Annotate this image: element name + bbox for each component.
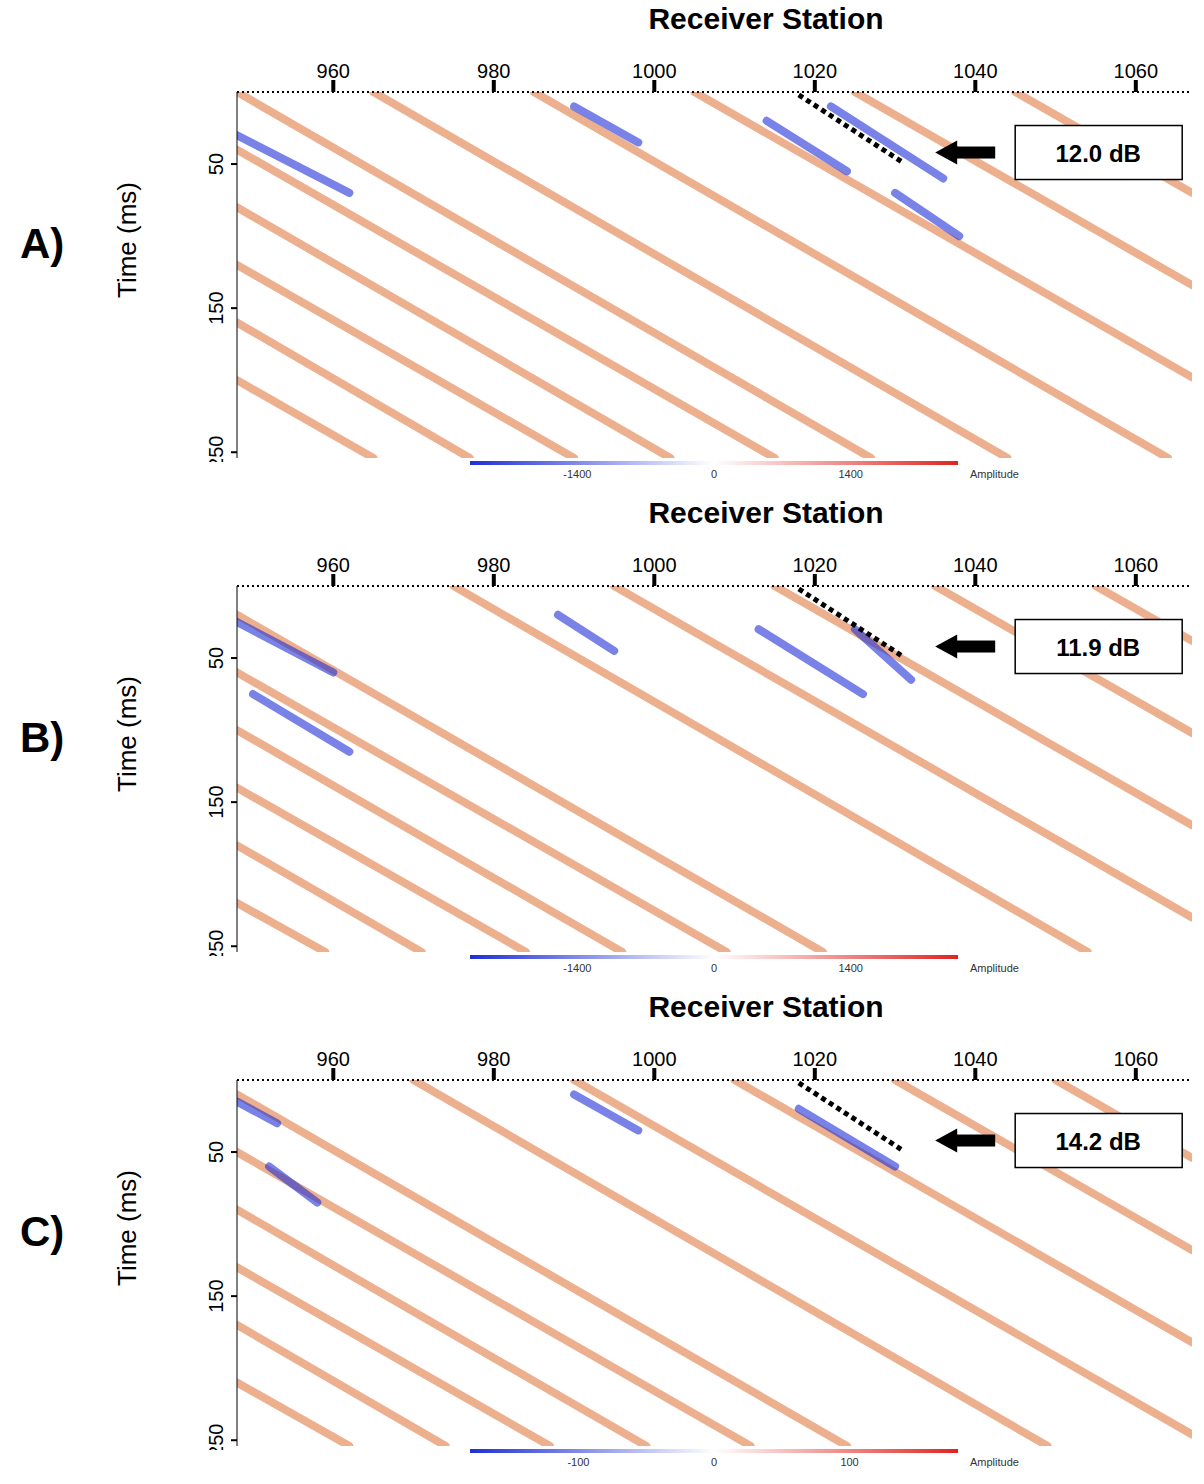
svg-text:A): A) [20,220,64,267]
svg-text:0: 0 [711,962,717,974]
svg-text:B): B) [20,714,64,761]
svg-text:1020: 1020 [793,60,838,82]
svg-text:150: 150 [205,291,227,324]
svg-text:250: 250 [205,436,227,462]
svg-text:960: 960 [317,1048,350,1070]
svg-text:1400: 1400 [838,468,862,480]
svg-text:Amplitude: Amplitude [970,962,1019,974]
svg-text:1040: 1040 [953,60,998,82]
svg-text:0: 0 [711,1456,717,1468]
svg-text:-100: -100 [567,1456,589,1468]
svg-text:0: 0 [711,468,717,480]
svg-text:Time (ms): Time (ms) [112,182,142,298]
svg-text:1020: 1020 [793,554,838,576]
svg-text:150: 150 [205,1279,227,1312]
html-text:Receiver Station: Receiver Station [648,2,884,35]
svg-text:-1400: -1400 [563,962,591,974]
svg-text:980: 980 [477,554,510,576]
svg-text:Time (ms): Time (ms) [112,1170,142,1286]
svg-text:1000: 1000 [632,60,677,82]
svg-text:11.9 dB: 11.9 dB [1056,634,1140,661]
svg-text:1000: 1000 [632,1048,677,1070]
svg-text:1400: 1400 [838,962,862,974]
svg-text:1060: 1060 [1114,554,1159,576]
html-text:Receiver Station: Receiver Station [648,496,884,529]
svg-text:14.2 dB: 14.2 dB [1056,1128,1141,1155]
svg-text:150: 150 [205,785,227,818]
html-text:Receiver Station: Receiver Station [648,990,884,1023]
svg-text:50: 50 [205,153,227,175]
svg-text:Amplitude: Amplitude [970,468,1019,480]
svg-text:1020: 1020 [793,1048,838,1070]
svg-text:100: 100 [840,1456,858,1468]
svg-text:Time (ms): Time (ms) [112,676,142,792]
svg-text:980: 980 [477,60,510,82]
svg-text:1060: 1060 [1114,1048,1159,1070]
svg-text:960: 960 [317,60,350,82]
svg-text:C): C) [20,1208,64,1255]
svg-text:250: 250 [205,930,227,956]
svg-text:12.0 dB: 12.0 dB [1056,140,1141,167]
svg-text:50: 50 [205,647,227,669]
svg-text:250: 250 [205,1424,227,1450]
svg-text:1060: 1060 [1114,60,1159,82]
svg-text:980: 980 [477,1048,510,1070]
svg-text:-1400: -1400 [563,468,591,480]
svg-text:1000: 1000 [632,554,677,576]
svg-text:Amplitude: Amplitude [970,1456,1019,1468]
svg-text:1040: 1040 [953,1048,998,1070]
svg-text:1040: 1040 [953,554,998,576]
svg-text:50: 50 [205,1141,227,1163]
svg-text:960: 960 [317,554,350,576]
